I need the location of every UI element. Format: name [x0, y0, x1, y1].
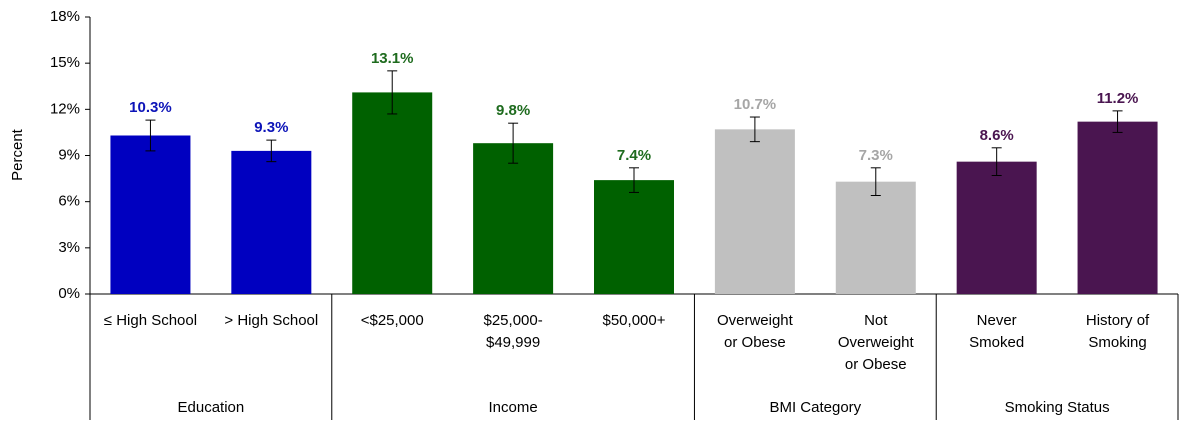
x-tick-label: Smoked — [969, 334, 1024, 351]
x-tick-label: > High School — [224, 312, 318, 329]
value-label: 8.6% — [980, 127, 1014, 144]
value-label: 7.3% — [859, 147, 893, 164]
value-label: 10.3% — [129, 99, 172, 116]
value-label: 10.7% — [734, 96, 777, 113]
bar — [956, 161, 1037, 294]
x-tick-label: <$25,000 — [361, 312, 424, 329]
x-tick-label: or Obese — [845, 356, 907, 373]
value-label: 9.3% — [254, 119, 288, 136]
x-tick-label: $50,000+ — [603, 312, 666, 329]
x-tick-label: Not — [864, 312, 888, 329]
bar — [352, 92, 433, 295]
value-label: 7.4% — [617, 147, 651, 164]
bar — [110, 135, 191, 294]
bar — [1077, 121, 1158, 295]
bar — [231, 150, 312, 294]
y-tick-label: 0% — [58, 285, 80, 302]
y-tick-label: 3% — [58, 239, 80, 256]
x-tick-label: $25,000- — [484, 312, 543, 329]
x-tick-label: or Obese — [724, 334, 786, 351]
x-tick-label: Overweight — [838, 334, 915, 351]
y-tick-label: 18% — [50, 8, 80, 25]
x-tick-label: Overweight — [717, 312, 794, 329]
x-tick-label: ≤ High School — [104, 312, 197, 329]
x-tick-label: History of — [1086, 312, 1150, 329]
x-tick-label: Never — [977, 312, 1017, 329]
group-label: BMI Category — [769, 399, 861, 416]
value-label: 13.1% — [371, 50, 414, 67]
y-tick-label: 12% — [50, 100, 80, 117]
y-axis-label: Percent — [9, 128, 26, 181]
group-label: Education — [178, 399, 245, 416]
x-tick-label: $49,999 — [486, 334, 540, 351]
bar — [473, 143, 554, 294]
bar — [714, 129, 795, 294]
x-tick-label: Smoking — [1088, 334, 1146, 351]
group-label: Smoking Status — [1005, 399, 1110, 416]
y-tick-label: 6% — [58, 193, 80, 210]
bar — [594, 180, 674, 294]
group-label: Income — [489, 399, 538, 416]
bar — [835, 181, 916, 294]
value-label: 11.2% — [1097, 90, 1139, 107]
value-label: 9.8% — [496, 102, 530, 119]
y-tick-label: 9% — [58, 146, 80, 163]
y-tick-label: 15% — [50, 54, 80, 71]
